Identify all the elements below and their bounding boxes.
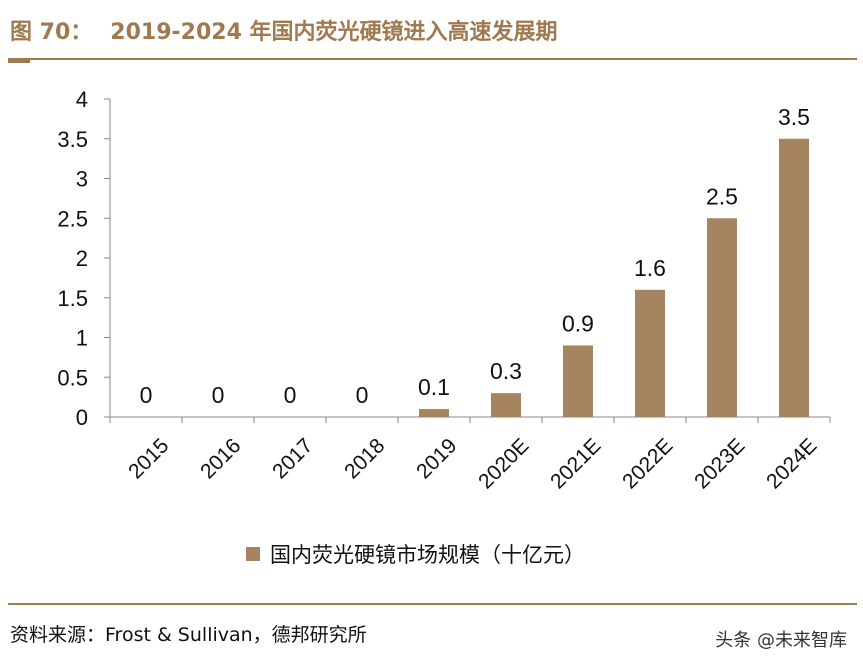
bar — [491, 393, 521, 417]
watermark: 头条 @未来智库 — [715, 630, 847, 651]
bar-value-label: 0.1 — [418, 374, 450, 400]
bottom-divider — [8, 603, 857, 605]
x-tick-label: 2022E — [618, 434, 677, 493]
legend: 国内荧光硬镜市场规模（十亿元） — [246, 539, 585, 569]
x-tick-label: 2018 — [340, 434, 389, 483]
figure-number: 图 70： — [10, 20, 93, 45]
y-tick-label: 0 — [76, 405, 88, 430]
y-tick-label: 4 — [76, 87, 88, 112]
bar-value-label: 3.5 — [778, 104, 810, 130]
bar-labels: 0 0 0 0 0.1 0.3 0.9 1.6 2.5 3.5 — [140, 104, 810, 408]
bar-chart: 00.511.522.533.54 2015 2016 2017 2018 2019 20… — [57, 87, 831, 493]
x-tick-label: 2016 — [196, 434, 245, 483]
bar-value-label: 0.9 — [562, 310, 594, 336]
x-tick-label: 2015 — [124, 434, 173, 483]
bar — [707, 218, 737, 417]
y-tick-label: 2.5 — [57, 206, 88, 231]
x-tick-label: 2023E — [690, 434, 749, 493]
y-axis: 0 0.5 1 1.5 2 2.5 3 3.5 4 — [57, 87, 111, 430]
y-tick-label: 3 — [76, 167, 88, 192]
x-tick-label: 2017 — [268, 434, 317, 483]
y-tick-label: 1.5 — [57, 286, 88, 311]
figure-title: 图 70： 2019-2024 年国内荧光硬镜进入高速发展期 — [10, 14, 558, 46]
bar — [635, 289, 665, 417]
legend-swatch — [246, 547, 260, 561]
x-axis: 2015 2016 2017 2018 2019 2020E 2021E 2022E 2023E… — [109, 416, 831, 493]
bar-value-label: 2.5 — [706, 183, 738, 209]
y-tick-label: 2 — [76, 246, 88, 271]
x-tick-label: 2020E — [474, 434, 533, 493]
top-divider — [8, 58, 857, 60]
y-tick-label: 1 — [76, 326, 88, 351]
figure-title-text: 2019-2024 年国内荧光硬镜进入高速发展期 — [110, 20, 558, 45]
bars — [419, 138, 809, 417]
legend-label: 国内荧光硬镜市场规模（十亿元） — [270, 543, 585, 567]
bar — [419, 409, 449, 417]
x-tick-label: 2019 — [412, 434, 461, 483]
bar-value-label: 0 — [140, 382, 153, 408]
bar-value-label: 1.6 — [634, 255, 666, 281]
source-note: 资料来源：Frost & Sullivan，德邦研究所 — [10, 624, 367, 646]
y-tick-label: 3.5 — [57, 127, 88, 152]
x-tick-label: 2024E — [762, 434, 821, 493]
x-tick-label: 2021E — [546, 434, 605, 493]
top-divider-tick — [8, 60, 30, 63]
bar-value-label: 0 — [356, 382, 369, 408]
bar — [779, 138, 809, 417]
y-tick-label: 0.5 — [57, 365, 88, 390]
bar-value-label: 0 — [284, 382, 297, 408]
bar — [563, 345, 593, 417]
bar-value-label: 0 — [212, 382, 225, 408]
bar-value-label: 0.3 — [490, 358, 522, 384]
